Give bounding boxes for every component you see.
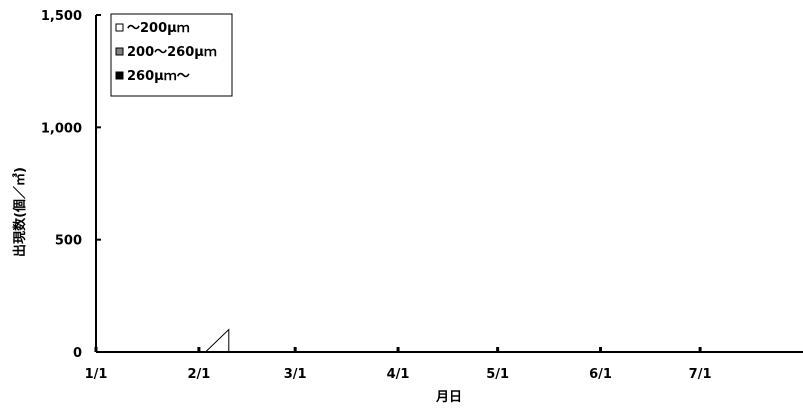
- y-axis: 0 500 1,000 1,500: [41, 9, 101, 361]
- x-axis-title: 月日: [435, 390, 462, 405]
- y-axis-title: 出現数(個／㎥): [12, 167, 28, 257]
- series-area-1: [204, 328, 230, 353]
- legend-label: 260μｍ～: [127, 69, 190, 84]
- legend: ～200μｍ 200～260μｍ 260μｍ～: [110, 13, 233, 97]
- x-tick-label: 5/1: [486, 367, 509, 382]
- plot-area: [204, 328, 230, 353]
- x-tick-label: 7/1: [689, 367, 712, 382]
- y-tick-label: 1,000: [41, 121, 82, 136]
- legend-swatch: [115, 23, 124, 32]
- legend-label: 200～260μｍ: [127, 45, 217, 60]
- x-tick-label: 1/1: [85, 367, 108, 382]
- x-tick-label: 6/1: [589, 367, 612, 382]
- x-tick-label: 2/1: [187, 367, 210, 382]
- legend-label: ～200μｍ: [127, 21, 190, 36]
- legend-swatch: [115, 47, 124, 56]
- x-tick-label: 3/1: [284, 367, 307, 382]
- y-tick-label: 500: [55, 234, 82, 249]
- x-axis: 1/1 2/1 3/1 4/1 5/1 6/1 7/1: [85, 347, 803, 382]
- y-tick-label: 0: [73, 346, 82, 361]
- legend-swatch: [115, 71, 124, 80]
- y-tick-label: 1,500: [41, 9, 82, 24]
- x-tick-label: 4/1: [387, 367, 410, 382]
- legend-box: [110, 13, 233, 97]
